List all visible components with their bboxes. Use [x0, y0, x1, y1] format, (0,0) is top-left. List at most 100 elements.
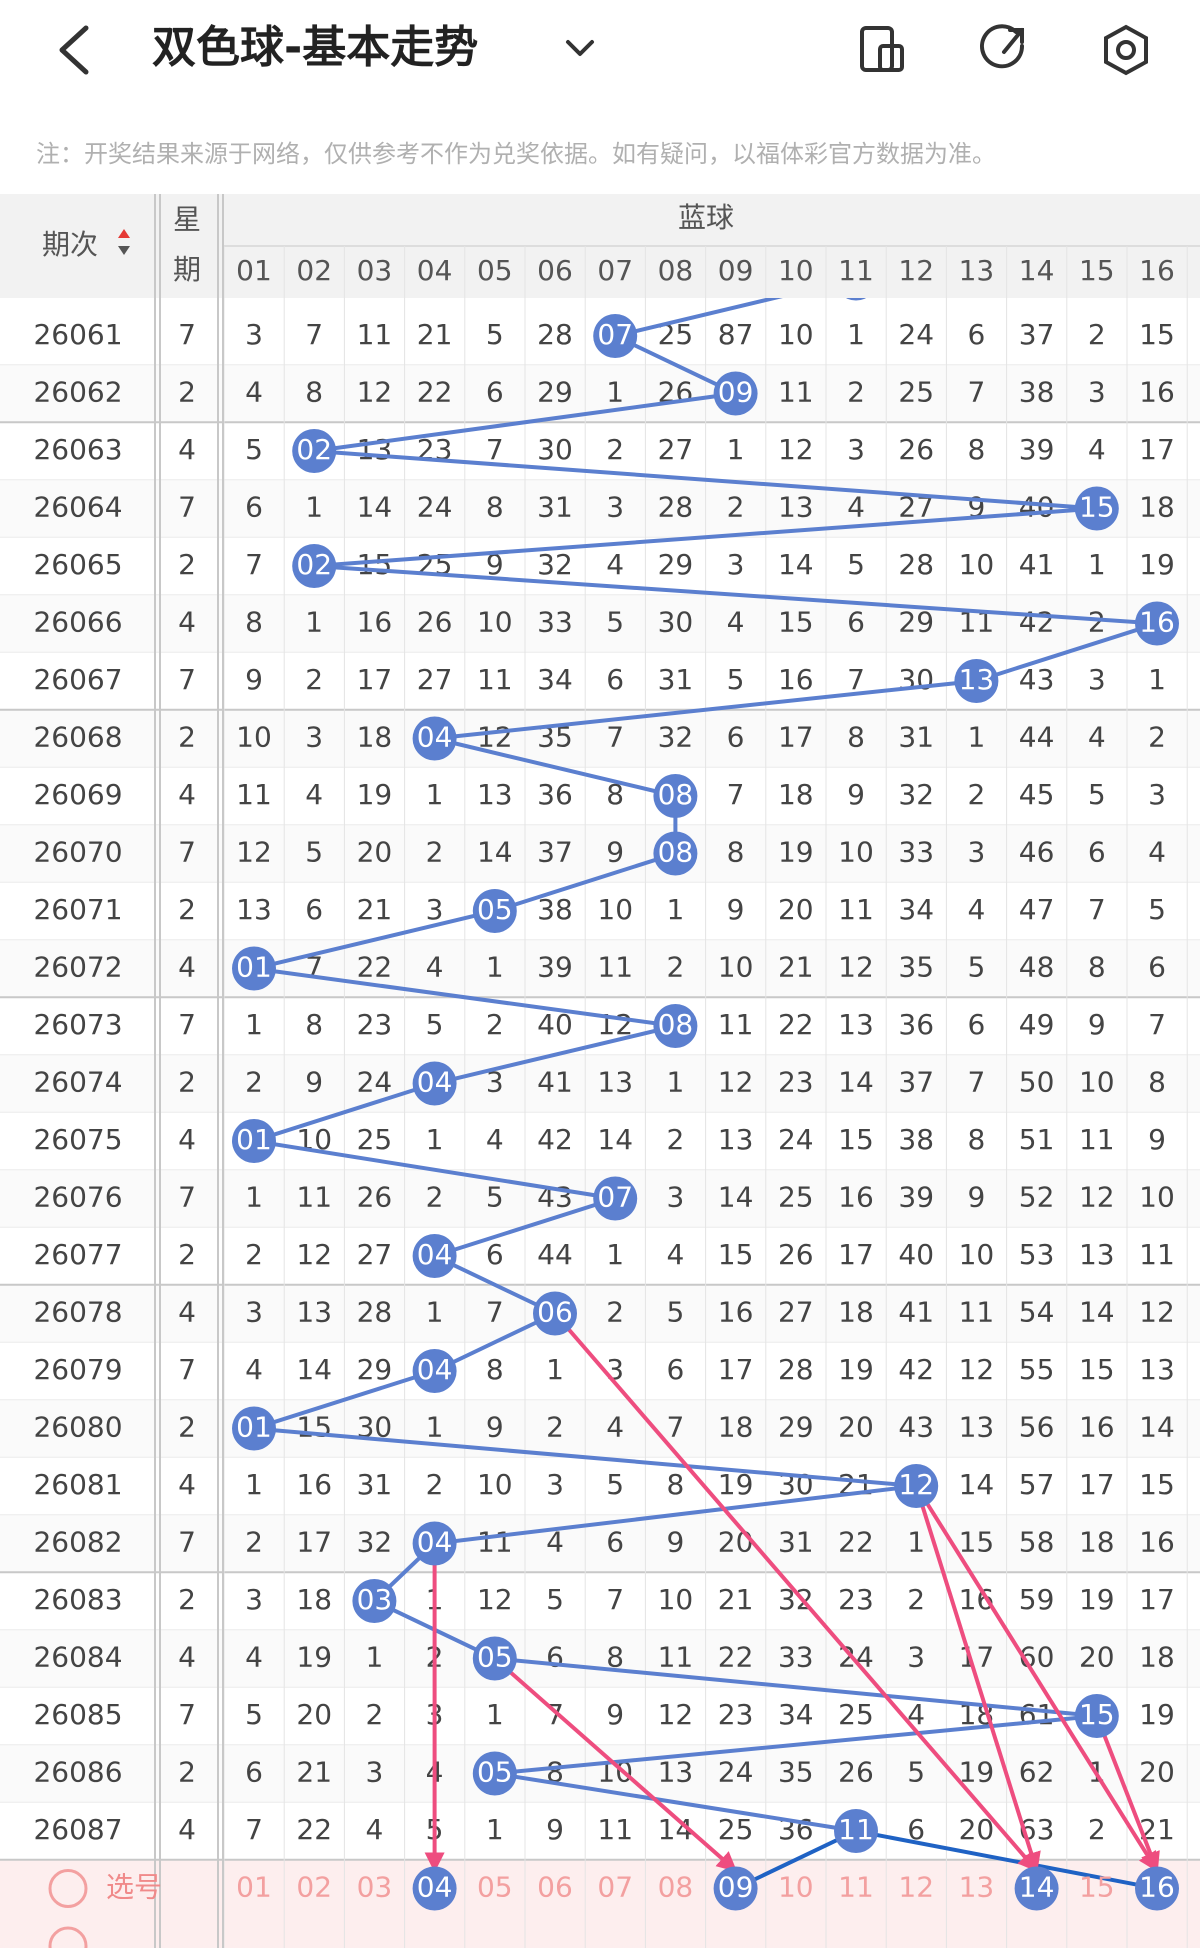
miss-count: 7: [606, 721, 624, 754]
miss-count: 13: [1139, 1353, 1175, 1386]
miss-count: 11: [959, 1296, 995, 1329]
trend-line: [253, 298, 1158, 1833]
dropdown-button[interactable]: [566, 40, 594, 56]
miss-count: 5: [245, 433, 263, 466]
miss-count: 24: [357, 1066, 393, 1099]
blue-ball: [292, 544, 337, 588]
miss-count: 4: [847, 491, 865, 524]
miss-count: 9: [606, 1698, 624, 1731]
miss-count: 23: [718, 1698, 754, 1731]
miss-count: 8: [606, 778, 624, 811]
ball-number: 03: [357, 1583, 393, 1616]
pick-row-background: [0, 1859, 1200, 1948]
miss-count: 5: [907, 1756, 925, 1789]
pick-number: 11: [838, 1871, 874, 1904]
miss-count: 9: [847, 778, 865, 811]
miss-count: 6: [606, 1526, 624, 1559]
share-icon[interactable]: [980, 24, 1025, 69]
miss-count: 12: [658, 1698, 694, 1731]
pick-radio-next: [48, 1926, 88, 1948]
period: 26079: [33, 1353, 122, 1386]
miss-count: 11: [597, 951, 633, 984]
period: 26074: [33, 1066, 122, 1099]
miss-count: 6: [245, 1756, 263, 1789]
row-background: [0, 594, 1200, 653]
miss-count: 6: [967, 1008, 985, 1041]
miss-count: 3: [486, 1066, 504, 1099]
miss-count: 14: [296, 1353, 332, 1386]
miss-count: 7: [1148, 1008, 1166, 1041]
weekday: 2: [178, 1238, 196, 1271]
miss-count: 42: [537, 1123, 573, 1156]
miss-count: 21: [296, 1756, 332, 1789]
pick-number: 01: [236, 1871, 272, 1904]
miss-count: 17: [357, 663, 393, 696]
miss-count: 8: [546, 1756, 564, 1789]
miss-count: 5: [1148, 893, 1166, 926]
miss-count: 32: [898, 778, 934, 811]
miss-count: 40: [537, 1008, 573, 1041]
miss-count: 34: [778, 1698, 814, 1731]
ball-number: 08: [658, 778, 694, 811]
miss-count: 2: [426, 836, 444, 869]
weekday: 4: [178, 1123, 196, 1156]
miss-count: 16: [357, 606, 393, 639]
switch-icon[interactable]: [860, 26, 904, 72]
miss-count: 22: [838, 1526, 874, 1559]
blue-ball: [412, 1521, 457, 1566]
miss-count: 4: [546, 1526, 564, 1559]
miss-count: 23: [838, 1583, 874, 1616]
period: 26083: [33, 1583, 122, 1616]
blue-ball: [412, 1349, 457, 1393]
ball-number: 12: [898, 1468, 934, 1501]
miss-count: 1: [426, 1123, 444, 1156]
period: 26071: [33, 893, 122, 926]
pick-number: 15: [1079, 1871, 1115, 1904]
miss-count: 7: [305, 318, 323, 351]
miss-count: 25: [838, 1698, 874, 1731]
page-title: 双色球-基本走势: [152, 22, 478, 73]
miss-count: 11: [296, 1181, 332, 1214]
miss-count: 8: [727, 836, 745, 869]
miss-count: 15: [1079, 1353, 1115, 1386]
miss-count: 21: [417, 318, 453, 351]
miss-count: 2: [305, 663, 323, 696]
miss-count: 2: [245, 1238, 263, 1271]
period: 26065: [33, 548, 122, 581]
miss-count: 7: [727, 778, 745, 811]
period: 26066: [33, 606, 122, 639]
miss-count: 14: [1139, 1411, 1175, 1444]
period: 26082: [33, 1526, 122, 1559]
ball-number: 02: [296, 433, 332, 466]
back-button[interactable]: [59, 25, 89, 75]
blue-ball: [593, 1176, 638, 1221]
settings-icon[interactable]: [1104, 24, 1148, 76]
miss-count: 33: [898, 836, 934, 869]
miss-count: 12: [357, 376, 393, 409]
miss-count: 57: [1019, 1468, 1055, 1501]
group-header: 蓝球: [678, 201, 734, 234]
miss-count: 13: [357, 433, 393, 466]
miss-count: 33: [778, 1641, 814, 1674]
miss-count: 58: [1019, 1526, 1055, 1559]
miss-count: 6: [486, 376, 504, 409]
miss-count: 20: [357, 836, 393, 869]
miss-count: 3: [606, 491, 624, 524]
miss-count: 6: [486, 1238, 504, 1271]
period: 26078: [33, 1296, 122, 1329]
miss-count: 29: [658, 548, 694, 581]
miss-count: 9: [727, 893, 745, 926]
miss-count: 37: [1019, 318, 1055, 351]
miss-count: 31: [898, 721, 934, 754]
miss-count: 5: [245, 1698, 263, 1731]
miss-count: 3: [1088, 663, 1106, 696]
pick-number: 06: [537, 1871, 573, 1904]
miss-count: 25: [898, 376, 934, 409]
row-background: [0, 1629, 1200, 1688]
miss-count: 31: [778, 1526, 814, 1559]
row-background: [0, 1399, 1200, 1458]
miss-count: 2: [245, 1066, 263, 1099]
selected-number: 16: [1139, 1871, 1175, 1904]
miss-count: 1: [847, 318, 865, 351]
